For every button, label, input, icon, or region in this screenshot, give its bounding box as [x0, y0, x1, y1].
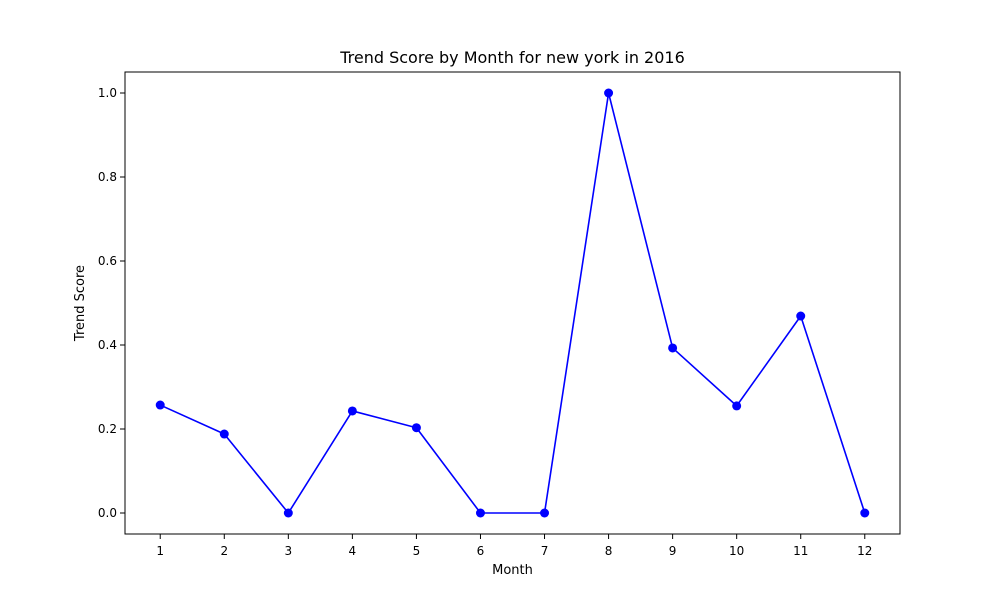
plot-area [124, 71, 901, 535]
x-tick-label: 10 [729, 544, 744, 558]
x-tick-label: 12 [857, 544, 872, 558]
y-axis-label: Trend Score [73, 265, 88, 342]
data-point [283, 508, 293, 518]
x-tick-label: 2 [220, 544, 228, 558]
x-tick-label: 11 [793, 544, 808, 558]
data-point [475, 508, 485, 518]
data-point [347, 406, 357, 416]
y-tick-label: 0.0 [98, 506, 117, 520]
x-axis-label: Month [492, 563, 533, 578]
x-tick-label: 1 [156, 544, 164, 558]
y-tick-label: 0.6 [98, 254, 117, 268]
x-tick-label: 9 [669, 544, 677, 558]
x-tick-label: 7 [541, 544, 549, 558]
chart-title: Trend Score by Month for new york in 201… [339, 48, 685, 67]
x-tick-label: 8 [605, 544, 613, 558]
data-point [155, 400, 165, 410]
data-point [860, 508, 870, 518]
x-tick-label: 6 [477, 544, 485, 558]
data-point [540, 508, 550, 518]
data-point [219, 429, 229, 439]
y-tick-label: 0.8 [98, 170, 117, 184]
series-layer [155, 88, 870, 518]
y-axis: 0.0 0.2 0.4 0.6 0.8 1.0 [98, 86, 125, 520]
series-line [159, 92, 866, 514]
y-tick-label: 0.4 [98, 338, 117, 352]
x-tick-label: 5 [413, 544, 421, 558]
data-point [604, 88, 614, 98]
data-point [668, 343, 678, 353]
data-point [732, 401, 742, 411]
x-axis: 1 2 3 4 5 6 7 8 9 10 11 12 [156, 534, 872, 558]
x-tick-label: 4 [349, 544, 357, 558]
data-point [411, 423, 421, 433]
data-point [796, 311, 806, 321]
y-tick-label: 0.2 [98, 422, 117, 436]
x-tick-label: 3 [285, 544, 293, 558]
y-tick-label: 1.0 [98, 86, 117, 100]
